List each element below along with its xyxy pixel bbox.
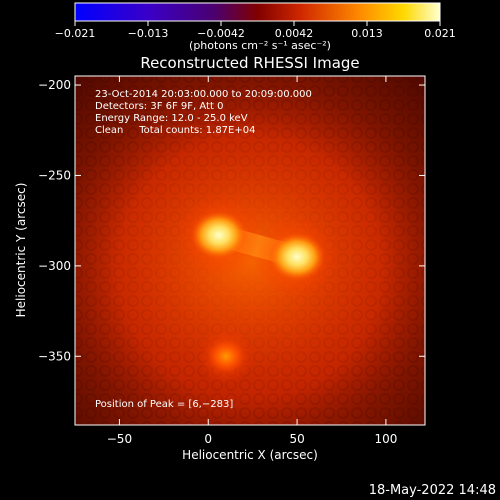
annotation-detectors: Detectors: 3F 6F 9F, Att 0 xyxy=(95,101,223,112)
plot-frame xyxy=(74,75,426,426)
colorbar-tick-label: −0.0042 xyxy=(197,27,245,40)
footer-timestamp: 18-May-2022 14:48 xyxy=(369,483,496,498)
peak-position-label: Position of Peak = [6,−283] xyxy=(95,399,233,410)
y-tick-label: −300 xyxy=(38,259,71,273)
chart-title: Reconstructed RHESSI Image xyxy=(140,54,359,72)
colorbar-tick-label: 0.021 xyxy=(424,27,456,40)
y-axis: −200 −250 −300 −350 xyxy=(38,78,425,363)
y-tick-label: −350 xyxy=(38,349,71,363)
x-axis-label: Heliocentric X (arcsec) xyxy=(182,448,318,462)
colorbar-tick-label: −0.021 xyxy=(55,27,96,40)
colorbar xyxy=(74,2,441,22)
colorbar-tick-label: −0.013 xyxy=(128,27,169,40)
x-axis: −50 0 50 100 xyxy=(107,76,397,446)
y-tick-label: −250 xyxy=(38,168,71,182)
x-tick-label: 100 xyxy=(374,432,397,446)
y-tick-label: −200 xyxy=(38,78,71,92)
x-tick-label: −50 xyxy=(107,432,132,446)
colorbar-tick-label: 0.013 xyxy=(351,27,383,40)
colorbar-unit-label: (photons cm⁻² s⁻¹ asec⁻²) xyxy=(189,39,331,52)
source-core xyxy=(190,211,247,260)
source-core xyxy=(208,340,245,373)
plot-area xyxy=(75,76,425,425)
x-tick-label: 50 xyxy=(289,432,304,446)
sources-layer xyxy=(176,193,340,385)
annotation-energy-range: Energy Range: 12.0 - 25.0 keV xyxy=(95,113,248,124)
colorbar-ticks: −0.021 −0.013 −0.0042 0.0042 0.013 0.021 xyxy=(55,21,456,40)
annotation-clean-counts: Clean Total counts: 1.87E+04 xyxy=(95,125,255,136)
colorbar-tick-label: 0.0042 xyxy=(275,27,314,40)
x-tick-label: 0 xyxy=(204,432,212,446)
annotation-time-range: 23-Oct-2014 20:03:00.000 to 20:09:00.000 xyxy=(95,89,312,100)
y-axis-label: Heliocentric Y (arcsec) xyxy=(14,183,28,318)
source-core xyxy=(269,232,326,281)
